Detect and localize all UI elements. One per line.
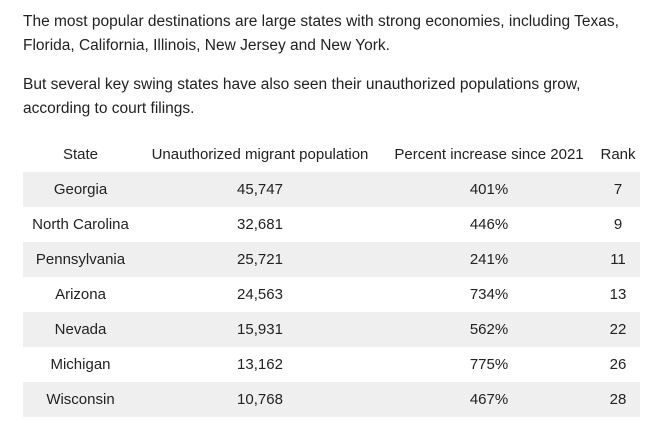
cell-rank: 13	[609, 286, 627, 303]
table-row: Arizona 24,563 734% 13	[23, 277, 640, 312]
cell-rank: 26	[609, 356, 627, 373]
table-row: Georgia 45,747 401% 7	[23, 172, 640, 207]
header-percent-increase: Percent increase since 2021	[394, 145, 584, 163]
article-content: The most popular destinations are large …	[23, 13, 640, 417]
cell-population: 32,681	[237, 216, 283, 233]
cell-state: Nevada	[23, 312, 138, 347]
cell-state: Arizona	[55, 286, 106, 303]
cell-percent: 446%	[469, 216, 509, 233]
cell-rank: 22	[596, 312, 640, 347]
table-row: Wisconsin 10,768 467% 28	[23, 382, 640, 417]
cell-state: Michigan	[50, 356, 111, 373]
cell-percent: 241%	[382, 242, 596, 277]
table-header-row: State Unauthorized migrant population Pe…	[23, 136, 640, 172]
cell-population: 10,768	[138, 382, 382, 417]
cell-population: 15,931	[138, 312, 382, 347]
swing-states-table: State Unauthorized migrant population Pe…	[23, 136, 640, 417]
cell-rank: 9	[613, 216, 623, 233]
cell-percent: 775%	[469, 356, 509, 373]
table-row: Michigan 13,162 775% 26	[23, 347, 640, 382]
intro-paragraph: The most popular destinations are large …	[23, 13, 619, 54]
swing-states-paragraph: But several key swing states have also s…	[23, 76, 581, 117]
cell-state: Pennsylvania	[23, 242, 138, 277]
cell-population: 13,162	[237, 356, 283, 373]
cell-percent: 562%	[382, 312, 596, 347]
cell-state: Wisconsin	[23, 382, 138, 417]
cell-population: 25,721	[138, 242, 382, 277]
cell-state: North Carolina	[32, 216, 129, 233]
cell-rank: 7	[596, 172, 640, 207]
cell-percent: 467%	[382, 382, 596, 417]
table-row: Nevada 15,931 562% 22	[23, 312, 640, 347]
header-population: Unauthorized migrant population	[151, 145, 369, 163]
header-state: State	[62, 145, 99, 163]
cell-percent: 734%	[469, 286, 509, 303]
header-rank: Rank	[600, 145, 636, 163]
table-row: Pennsylvania 25,721 241% 11	[23, 242, 640, 277]
cell-population: 45,747	[138, 172, 382, 207]
table-row: North Carolina 32,681 446% 9	[23, 207, 640, 242]
cell-percent: 401%	[382, 172, 596, 207]
cell-state: Georgia	[23, 172, 138, 207]
cell-rank: 11	[596, 242, 640, 277]
cell-population: 24,563	[237, 286, 283, 303]
cell-rank: 28	[596, 382, 640, 417]
